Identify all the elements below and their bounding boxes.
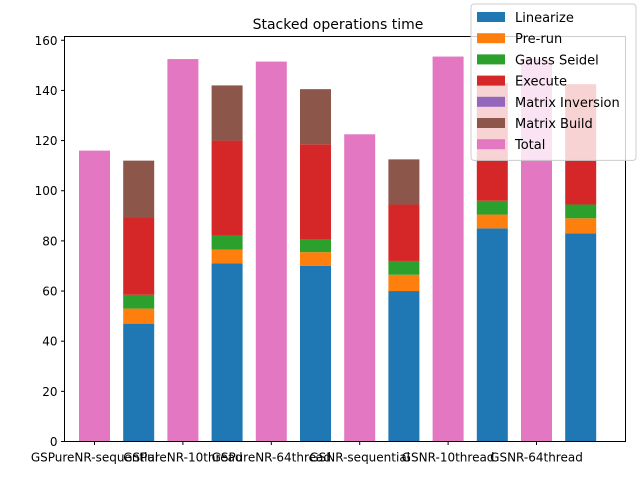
x-tick-label: GSPureNR-10thread	[123, 451, 242, 465]
bar-segment-pre-run	[388, 274, 420, 292]
x-tick-label: GSNR-64thread	[490, 451, 583, 465]
bar-segment-pre-run	[476, 214, 508, 229]
y-tick-label: 0	[50, 435, 58, 449]
y-tick-label: 120	[35, 134, 58, 148]
chart-title: Stacked operations time	[253, 17, 424, 33]
y-tick-label: 20	[42, 385, 57, 399]
bar-segment-gauss-seidel	[123, 294, 155, 309]
bar-total	[79, 150, 110, 442]
bar-segment-linearize	[388, 291, 420, 442]
bar-segment-matrix-build	[388, 159, 420, 205]
x-axis: GSPureNR-sequentialGSPureNR-10threadGSPu…	[31, 441, 583, 465]
bar-segment-execute	[388, 204, 420, 261]
bar-total	[344, 134, 376, 442]
bar-total	[167, 59, 199, 442]
bar-segment-pre-run	[565, 218, 597, 234]
legend-swatch	[477, 75, 505, 86]
bar-segment-gauss-seidel	[565, 204, 597, 219]
legend-swatch	[477, 12, 505, 22]
bar-segment-linearize	[476, 228, 508, 442]
y-tick-label: 160	[35, 34, 58, 48]
x-tick-label: GSNR-10thread	[402, 451, 495, 465]
bar-total	[432, 56, 464, 442]
legend-entry: Linearize	[515, 11, 574, 26]
bar-total	[255, 61, 287, 442]
bar-segment-linearize	[211, 263, 243, 442]
plot-frame	[64, 36, 626, 442]
legend-swatch	[477, 33, 505, 44]
bar-segment-matrix-build	[211, 85, 243, 141]
bar-segment-gauss-seidel	[211, 235, 243, 250]
bar-segment-execute	[123, 217, 155, 295]
x-tick-label: GSPureNR-sequential	[31, 451, 158, 465]
bar-segment-gauss-seidel	[300, 239, 331, 253]
bar-segment-matrix-build	[300, 89, 331, 145]
legend-frame	[470, 3, 637, 161]
y-tick-label: 100	[35, 184, 58, 198]
bar-segment-pre-run	[123, 308, 155, 324]
bar-segment-pre-run	[300, 252, 331, 266]
legend: Linearize Pre-run Gauss Seidel Execute Matri…	[470, 3, 637, 161]
bar-segment-matrix-build	[123, 160, 155, 218]
legend-entry: Pre-run	[515, 32, 562, 47]
bar-segment-linearize	[565, 233, 597, 442]
bar-segment-execute	[211, 140, 243, 236]
y-axis: 0 20 40 60 80 100 120 140 160	[35, 34, 65, 449]
bar-segment-gauss-seidel	[476, 200, 508, 215]
legend-swatch	[477, 54, 505, 65]
legend-swatch	[477, 139, 505, 150]
legend-entry: Gauss Seidel	[515, 53, 599, 68]
y-tick-label: 40	[42, 335, 57, 349]
legend-entry: Matrix Inversion	[515, 96, 620, 111]
bar-segment-linearize	[123, 323, 155, 442]
bar-segment-gauss-seidel	[388, 260, 420, 275]
legend-swatch	[477, 118, 505, 128]
y-tick-label: 80	[42, 234, 57, 248]
x-tick-label: GSNR-sequential	[309, 451, 410, 465]
x-tick-label: GSPureNR-64thread	[212, 451, 331, 465]
legend-entry: Matrix Build	[515, 117, 593, 132]
legend-entry: Total	[514, 138, 545, 153]
bar-segment-pre-run	[211, 249, 243, 264]
legend-swatch	[477, 96, 505, 107]
bar-segment-linearize	[300, 265, 331, 442]
bar-segment-execute	[300, 144, 331, 240]
legend-entry: Execute	[515, 75, 567, 90]
y-tick-label: 60	[42, 285, 57, 299]
y-tick-label: 140	[35, 84, 58, 98]
